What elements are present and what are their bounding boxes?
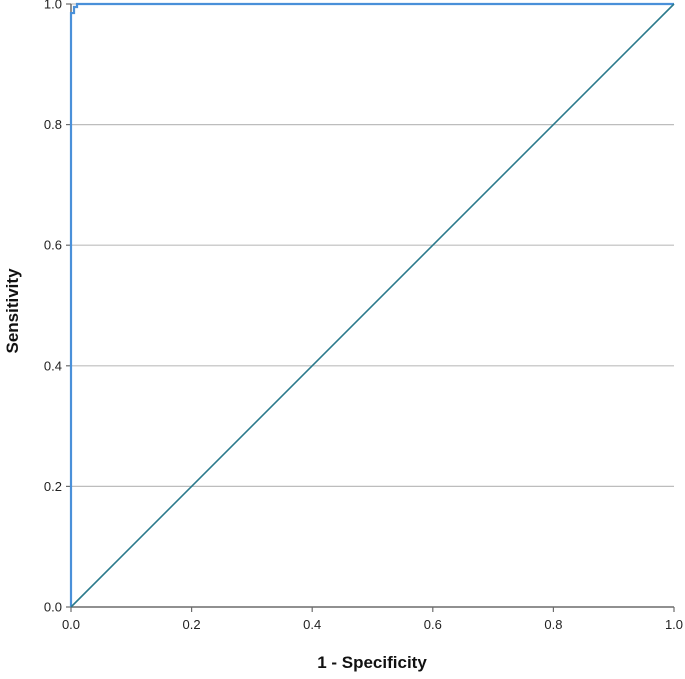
roc-curve-line: [69, 2, 674, 607]
x-tick-label: 0.4: [303, 617, 321, 632]
gridlines: [71, 3, 674, 487]
x-tick-label: 0.6: [424, 617, 442, 632]
y-tick-label: 0.2: [44, 479, 62, 494]
y-tick-label: 0.6: [44, 238, 62, 253]
y-tick-label: 0.8: [44, 117, 62, 132]
x-tick-label: 0.2: [183, 617, 201, 632]
y-tick-labels: 0.0 0.2 0.4 0.6 0.8 1.0: [44, 0, 62, 615]
x-tick-label: 0.8: [544, 617, 562, 632]
x-tick-labels: 0.0 0.2 0.4 0.6 0.8 1.0: [62, 617, 683, 632]
x-tick-label: 0.0: [62, 617, 80, 632]
y-tick-label: 1.0: [44, 0, 62, 12]
x-tick-label: 1.0: [665, 617, 683, 632]
x-axis-title: 1 - Specificity: [317, 653, 427, 672]
y-tick-label: 0.4: [44, 358, 62, 373]
series-group: [69, 2, 675, 608]
y-tick-label: 0.0: [44, 600, 62, 615]
reference-diagonal-line: [70, 3, 675, 608]
y-axis-title: Sensitivity: [3, 268, 22, 354]
